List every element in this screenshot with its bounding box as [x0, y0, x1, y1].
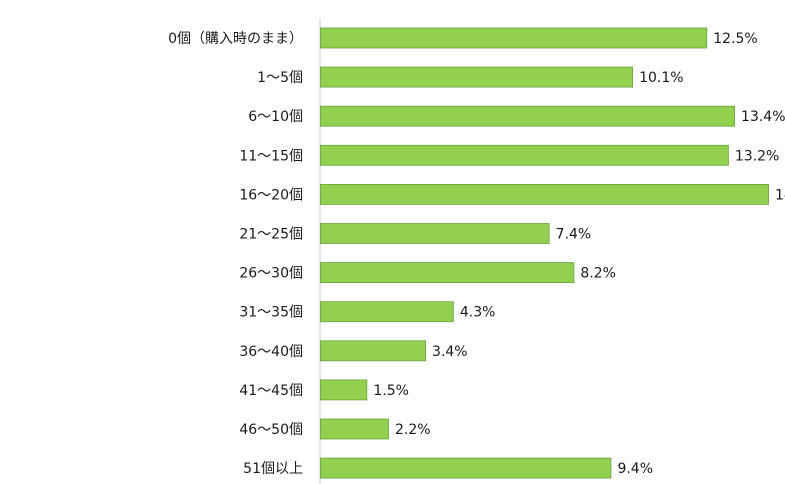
category-label: 51個以上	[243, 461, 303, 477]
bar	[320, 262, 575, 284]
category-label: 46～50個	[239, 422, 303, 438]
value-label: 14	[775, 187, 785, 203]
category-label: 21～25個	[239, 227, 303, 243]
category-label: 41～45個	[239, 383, 303, 399]
bar	[320, 340, 426, 362]
value-label: 12.5%	[713, 31, 757, 47]
value-label: 3.4%	[432, 344, 468, 360]
bar	[320, 105, 735, 127]
value-label: 7.4%	[556, 227, 592, 243]
category-label: 36～40個	[239, 344, 303, 360]
category-label: 0個（購入時のまま）	[168, 31, 303, 47]
value-label: 10.1%	[639, 70, 683, 86]
bar	[320, 223, 550, 244]
bar	[320, 66, 633, 88]
bar	[320, 418, 389, 440]
value-label: 8.2%	[580, 266, 616, 282]
value-label: 13.2%	[735, 148, 779, 164]
bar	[320, 144, 729, 166]
value-label: 9.4%	[617, 461, 653, 477]
bar	[320, 183, 769, 205]
bar	[320, 27, 708, 49]
category-label: 11～15個	[239, 148, 303, 164]
category-label: 1～5個	[257, 70, 303, 86]
value-label: 4.3%	[460, 305, 496, 321]
value-label: 1.5%	[373, 383, 409, 399]
bar	[320, 301, 454, 323]
value-label: 2.2%	[395, 422, 431, 438]
category-label: 16～20個	[239, 187, 303, 203]
bar	[320, 379, 368, 401]
category-label: 6～10個	[248, 109, 303, 125]
category-label: 31～35個	[239, 305, 303, 321]
category-label: 26～30個	[239, 266, 303, 282]
value-label: 13.4%	[741, 109, 785, 125]
bar	[320, 457, 612, 479]
